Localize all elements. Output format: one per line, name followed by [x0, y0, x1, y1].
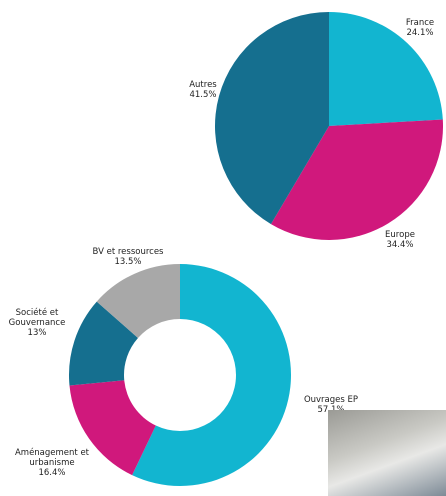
value-label: 34.4%	[362, 240, 438, 250]
category-label: Autres	[172, 80, 234, 90]
category-label: Aménagement et urbanisme	[6, 448, 98, 468]
category-label: Société et Gouvernance	[0, 308, 74, 328]
page: France24.1% Europe34.4% Autres41.5% Ouvrage…	[0, 0, 446, 496]
value-label: 16.4%	[6, 468, 98, 478]
photo	[328, 410, 446, 496]
value-label: 41.5%	[172, 90, 234, 100]
category-label: BV et ressources	[80, 247, 176, 257]
value-label: 13.5%	[80, 257, 176, 267]
category-label: France	[390, 18, 446, 28]
value-label: 24.1%	[390, 28, 446, 38]
category-label: Europe	[362, 230, 438, 240]
category-label: Ouvrages EP	[291, 395, 371, 405]
value-label: 13%	[0, 328, 74, 338]
